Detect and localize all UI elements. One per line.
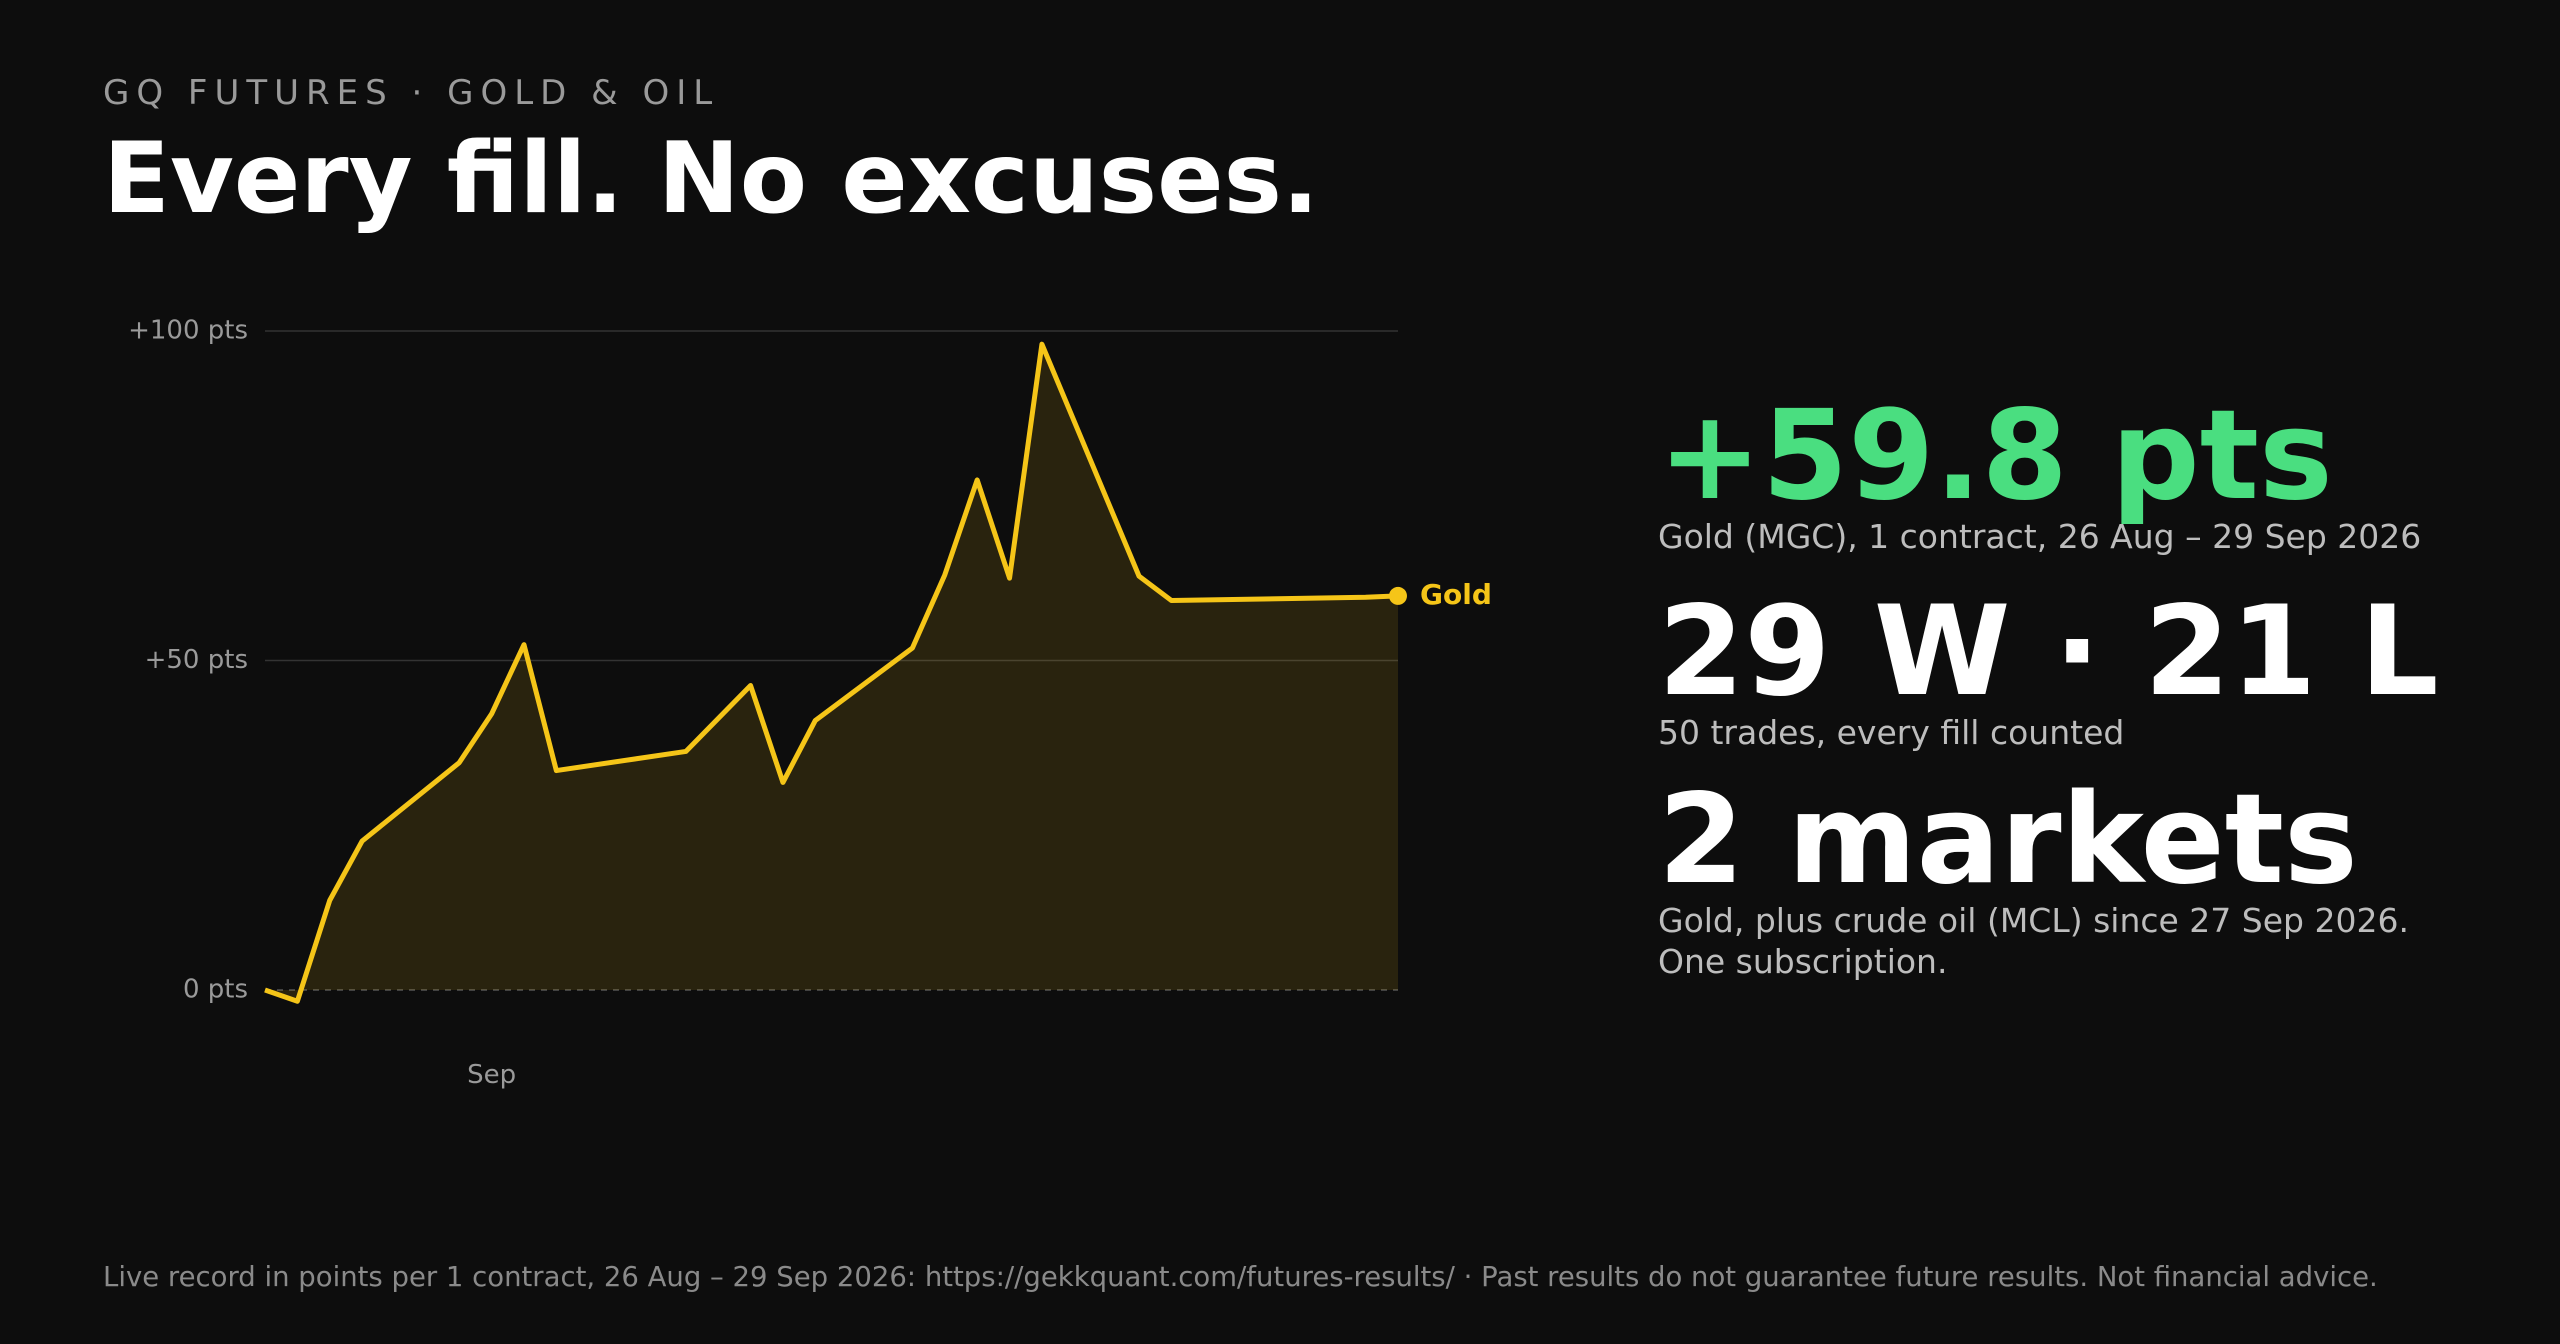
stat-caption: 50 trades, every fill counted: [1658, 713, 2124, 752]
stat-value: +59.8 pts: [1658, 384, 2333, 528]
series-label: Gold: [1420, 578, 1492, 611]
y-tick-label: 0 pts: [183, 975, 248, 1005]
stat-caption: One subscription.: [1658, 942, 1947, 981]
chart: 0 pts +50 pts +100 pts Sep Gold: [128, 316, 1492, 1091]
stat-caption: Gold, plus crude oil (MCL) since 27 Sep …: [1658, 901, 2409, 940]
y-tick-label: +50 pts: [145, 645, 248, 675]
stat-caption: Gold (MGC), 1 contract, 26 Aug – 29 Sep …: [1658, 517, 2421, 556]
footer: Live record in points per 1 contract, 26…: [103, 1261, 2378, 1293]
title: Every fill. No excuses.: [103, 122, 1319, 236]
kicker: GQ FUTURES · GOLD & OIL: [103, 73, 719, 113]
stat-value: 2 markets: [1658, 768, 2358, 912]
y-tick-label: +100 pts: [128, 316, 248, 346]
line: [264, 341, 1399, 1004]
area: [265, 344, 1398, 1002]
x-tick-label: Sep: [467, 1060, 516, 1090]
stat-value: 29 W · 21 L: [1658, 580, 2439, 724]
end-point: [1389, 586, 1407, 605]
